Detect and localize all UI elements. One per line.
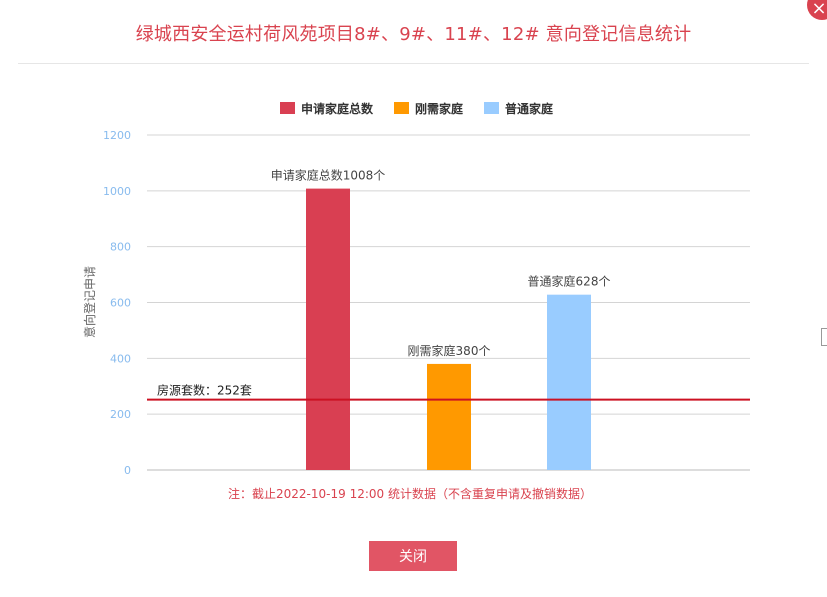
title-divider [18,63,809,64]
bar [547,294,591,470]
y-tick-label: 0 [124,464,131,477]
chart-note: 注：截止2022-10-19 12:00 统计数据（不含重复申请及撤销数据） [228,486,592,501]
dialog-title: 绿城西安全运村荷风苑项目8#、9#、11#、12# 意向登记信息统计 [135,24,692,45]
close-icon[interactable]: × [807,0,827,20]
legend-swatch [394,102,409,114]
bar-value-label: 申请家庭总数1008个 [271,168,386,183]
y-axis-label: 意向登记申请 [82,266,97,338]
bar-value-label: 刚需家庭380个 [408,343,491,358]
close-button[interactable]: 关闭 [369,541,457,571]
bar [427,363,471,470]
y-tick-label: 800 [110,241,131,254]
y-tick-label: 1000 [103,185,131,198]
y-tick-label: 200 [110,408,131,421]
reference-line-label: 房源套数：252套 [157,383,252,398]
bar [306,188,350,470]
y-tick-label: 600 [110,297,131,310]
resize-handle[interactable] [821,328,827,346]
legend-swatch [280,102,295,114]
legend-label: 普通家庭 [505,101,553,116]
y-tick-label: 1200 [103,129,131,142]
legend-label: 申请家庭总数 [301,101,374,116]
legend-swatch [484,102,499,114]
bar-value-label: 普通家庭628个 [528,274,611,289]
y-tick-label: 400 [110,352,131,365]
legend-label: 刚需家庭 [415,101,463,116]
